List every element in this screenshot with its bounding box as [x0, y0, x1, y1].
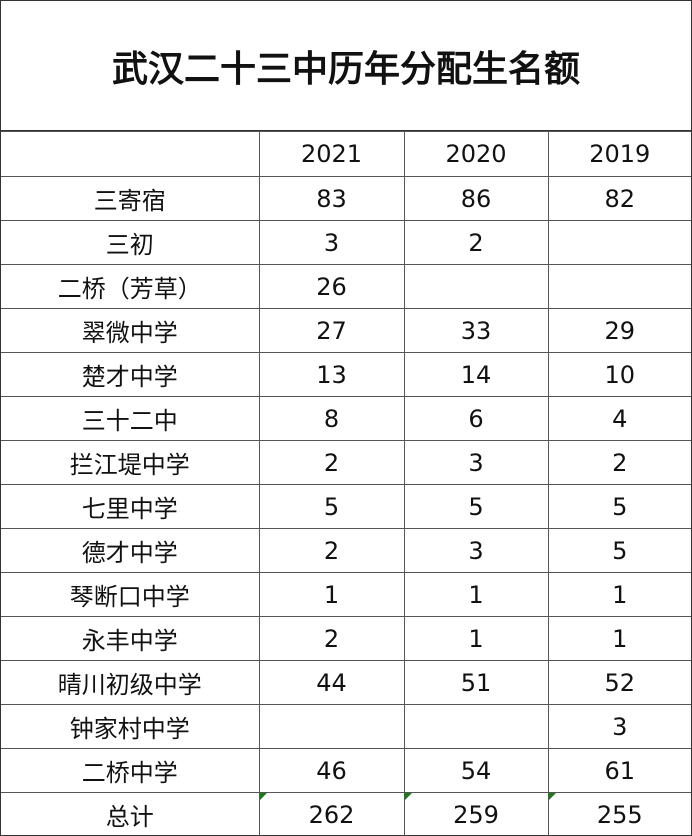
- cell: 46: [258, 748, 405, 793]
- table-row: 二桥（芳草） 26: [1, 264, 691, 309]
- cell: 1: [403, 616, 549, 661]
- cell: 86: [403, 176, 549, 221]
- table: 2021 2020 2019 三寄宿 83 86 82 三初 3 2 二桥（芳草） 26 翠微中学 27 3…: [1, 131, 691, 836]
- title: 武汉二十三中历年分配生名额: [1, 1, 691, 131]
- cell: 262: [258, 792, 405, 836]
- cell: 83: [258, 176, 405, 221]
- table-row: 七里中学 5 5 5: [1, 484, 691, 529]
- cell: 44: [258, 660, 405, 705]
- row-label: 琴断口中学: [1, 572, 260, 617]
- cell: [547, 220, 691, 265]
- cell: 5: [547, 528, 691, 573]
- table-row: 三十二中 8 6 4: [1, 396, 691, 441]
- cell: 13: [258, 352, 405, 397]
- cell: 255: [547, 792, 691, 836]
- cell: 1: [403, 572, 549, 617]
- row-label: 晴川初级中学: [1, 660, 260, 705]
- cell: 8: [258, 396, 405, 441]
- row-label: 三初: [1, 220, 260, 265]
- header-cell: [1, 131, 260, 177]
- row-label: 楚才中学: [1, 352, 260, 397]
- table-row: 楚才中学 13 14 10: [1, 352, 691, 397]
- cell: 33: [403, 308, 549, 353]
- cell: 3: [258, 220, 405, 265]
- cell: 2: [547, 440, 691, 485]
- cell: 1: [547, 616, 691, 661]
- row-label: 总计: [1, 792, 260, 836]
- cell: 2: [258, 440, 405, 485]
- cell: 5: [403, 484, 549, 529]
- cell: 29: [547, 308, 691, 353]
- cell: 259: [403, 792, 549, 836]
- row-label: 七里中学: [1, 484, 260, 529]
- row-label: 钟家村中学: [1, 704, 260, 749]
- row-label: 二桥中学: [1, 748, 260, 793]
- header-cell: 2021: [258, 131, 405, 177]
- cell: 4: [547, 396, 691, 441]
- cell: 2: [403, 220, 549, 265]
- cell: 54: [403, 748, 549, 793]
- table-row: 三寄宿 83 86 82: [1, 176, 691, 221]
- cell: 6: [403, 396, 549, 441]
- header-row: 2021 2020 2019: [1, 131, 691, 177]
- row-label: 永丰中学: [1, 616, 260, 661]
- cell: 82: [547, 176, 691, 221]
- cell: [403, 704, 549, 749]
- table-row: 翠微中学 27 33 29: [1, 308, 691, 353]
- cell: [403, 264, 549, 309]
- table-row: 拦江堤中学 2 3 2: [1, 440, 691, 485]
- cell: 5: [258, 484, 405, 529]
- cell: 26: [258, 264, 405, 309]
- table-row: 德才中学 2 3 5: [1, 528, 691, 573]
- cell: [547, 264, 691, 309]
- row-label: 德才中学: [1, 528, 260, 573]
- table-row: 钟家村中学 3: [1, 704, 691, 749]
- cell: [258, 704, 405, 749]
- row-label: 三十二中: [1, 396, 260, 441]
- table-row: 三初 3 2: [1, 220, 691, 265]
- row-label: 三寄宿: [1, 176, 260, 221]
- cell: 3: [403, 440, 549, 485]
- header-cell: 2020: [403, 131, 549, 177]
- row-label: 拦江堤中学: [1, 440, 260, 485]
- table-row: 永丰中学 2 1 1: [1, 616, 691, 661]
- row-label: 翠微中学: [1, 308, 260, 353]
- cell: 3: [403, 528, 549, 573]
- cell: 3: [547, 704, 691, 749]
- cell: 27: [258, 308, 405, 353]
- cell: 14: [403, 352, 549, 397]
- cell: 1: [258, 572, 405, 617]
- cell: 5: [547, 484, 691, 529]
- table-row: 总计 262 259 255: [1, 792, 691, 836]
- table-row: 琴断口中学 1 1 1: [1, 572, 691, 617]
- table-row: 晴川初级中学 44 51 52: [1, 660, 691, 705]
- cell: 51: [403, 660, 549, 705]
- cell: 2: [258, 616, 405, 661]
- table-row: 二桥中学 46 54 61: [1, 748, 691, 793]
- cell: 61: [547, 748, 691, 793]
- row-label: 二桥（芳草）: [1, 264, 260, 309]
- cell: 1: [547, 572, 691, 617]
- cell: 2: [258, 528, 405, 573]
- header-cell: 2019: [547, 131, 691, 177]
- cell: 52: [547, 660, 691, 705]
- cell: 10: [547, 352, 691, 397]
